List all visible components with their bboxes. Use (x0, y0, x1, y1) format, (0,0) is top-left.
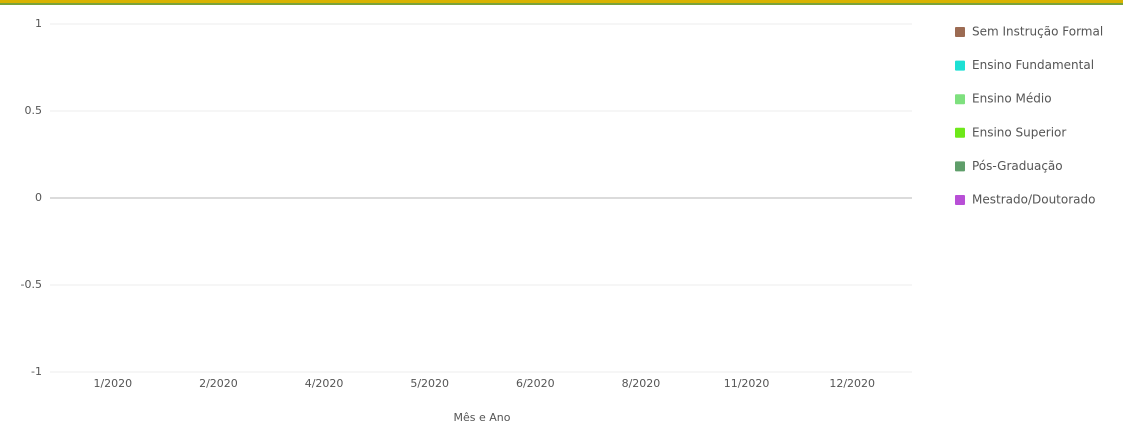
x-tick-label: 1/2020 (93, 377, 132, 390)
legend-label: Pós-Graduação (972, 159, 1063, 173)
x-tick-label: 12/2020 (829, 377, 875, 390)
legend-label: Sem Instrução Formal (972, 25, 1103, 39)
top-border-accent (0, 3, 1123, 5)
legend-swatch (955, 161, 965, 172)
x-tick-label: 5/2020 (410, 377, 449, 390)
legend-swatch (955, 127, 965, 138)
y-tick-label: 0 (35, 191, 42, 204)
legend-swatch (955, 27, 965, 37)
y-tick-label: -0.5 (21, 278, 42, 291)
x-tick-label: 4/2020 (305, 377, 344, 390)
legend-swatch (955, 94, 965, 105)
y-tick-label: 1 (35, 17, 42, 30)
y-tick-label: 0.5 (25, 104, 43, 117)
x-tick-label: 2/2020 (199, 377, 238, 390)
top-border (0, 0, 1123, 3)
x-tick-label: 8/2020 (622, 377, 661, 390)
legend-label: Mestrado/Doutorado (972, 193, 1095, 207)
legend-label: Ensino Superior (972, 125, 1066, 139)
x-tick-label: 6/2020 (516, 377, 555, 390)
x-axis-label: Mês e Ano (454, 411, 511, 424)
legend-swatch (955, 195, 965, 205)
x-tick-label: 11/2020 (724, 377, 770, 390)
legend-label: Ensino Fundamental (972, 58, 1094, 72)
legend-label: Ensino Médio (972, 92, 1052, 106)
legend: Sem Instrução Formal Ensino Fundamental En… (955, 25, 1103, 207)
legend-swatch (955, 60, 965, 71)
y-tick-label: -1 (31, 365, 42, 378)
